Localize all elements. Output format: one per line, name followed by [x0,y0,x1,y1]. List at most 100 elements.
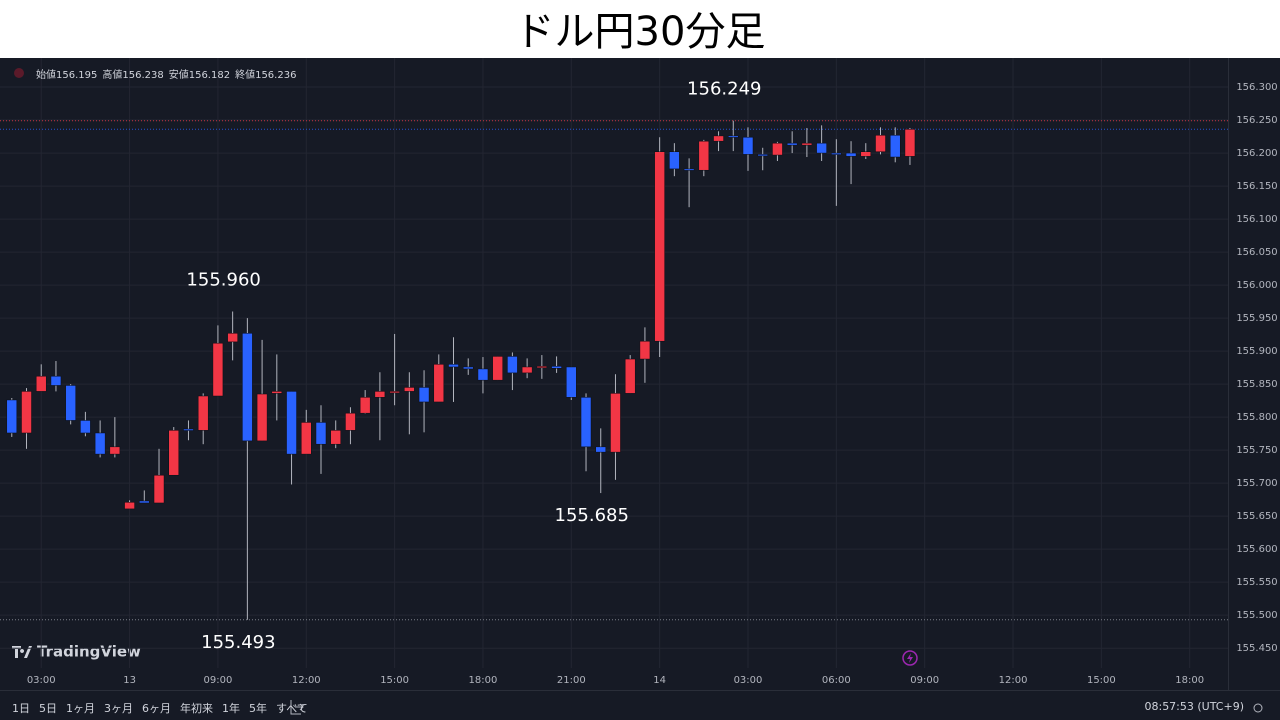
candle-body [772,142,783,156]
candle-body [757,154,768,157]
ohlc-label: 高値 [102,70,123,81]
candle-body [6,399,18,434]
range-button[interactable]: 1ヶ月 [66,702,95,715]
candle-body [242,333,253,442]
candle-body [404,387,415,392]
x-tick-label: 13 [123,675,136,686]
x-tick-label: 09:00 [204,675,233,686]
candle-body [153,474,165,504]
x-tick-label: 03:00 [27,675,56,686]
y-tick-label: 155.650 [1236,511,1277,522]
candle-body [860,151,872,157]
candle-body [831,152,842,155]
ohlc-value: 156.238 [122,70,164,81]
candle-body [492,356,503,381]
candle-body [448,364,459,368]
y-tick-label: 156.300 [1236,82,1277,93]
candle-body [728,135,739,138]
candle-body [742,136,754,155]
x-tick-label: 06:00 [822,675,851,686]
x-tick-label: 21:00 [557,675,586,686]
goto-icon[interactable] [290,700,304,715]
candle-body [271,391,283,394]
candle-body [551,366,562,369]
candle-body [345,412,356,431]
range-button[interactable]: 6ヶ月 [142,702,171,715]
range-button[interactable]: すべて [276,702,308,715]
candle-body [168,430,179,476]
ohlc-value: 156.182 [188,70,231,81]
x-tick-label: 03:00 [734,675,763,686]
clock: 08:57:53 (UTC+9) [1144,700,1244,713]
x-tick-label: 15:00 [1087,675,1116,686]
candle-body [330,430,341,445]
candle-body [286,391,297,455]
candle-body [536,366,548,369]
ohlc-label: 終値 [235,70,256,81]
watermark: TradingView [37,643,141,661]
candle-body [65,385,76,421]
range-button[interactable]: 1日 [12,702,30,715]
candle-body [433,364,445,403]
range-button[interactable]: 3ヶ月 [104,702,133,715]
candle-body [197,395,209,431]
x-tick-label: 14 [653,675,666,686]
candle-body [139,500,150,504]
y-tick-label: 155.900 [1236,346,1277,357]
y-tick-label: 155.950 [1236,313,1277,324]
x-tick-label: 15:00 [380,675,409,686]
event-icon [902,650,918,666]
candle-body [566,366,577,398]
settings-icon[interactable] [1253,703,1263,713]
ohlc-label: 安値 [168,70,189,81]
y-tick-label: 155.600 [1236,544,1277,555]
y-tick-label: 156.150 [1236,181,1277,192]
event-icon-bolt [907,653,913,663]
candle-body [477,368,489,381]
candle-body [875,134,886,152]
candle-body [624,358,636,394]
candle-body [301,422,312,455]
annotation: 155.493 [201,632,275,653]
y-tick-label: 156.250 [1236,115,1277,126]
candle-body [94,432,106,455]
toolbar: 08:57:53 (UTC+9) 1日 5日 1ヶ月 3ヶ月 6ヶ月 年初来 1年 5年 すべて [0,691,1280,720]
x-tick-label: 18:00 [469,675,498,686]
y-tick-label: 155.800 [1236,412,1277,423]
x-tick-label: 09:00 [910,675,939,686]
y-tick-label: 155.500 [1236,610,1277,621]
symbol-icon [14,68,24,78]
y-tick-label: 155.850 [1236,379,1277,390]
candle-body [683,168,695,171]
ohlc-label: 始値 [36,70,56,81]
page-title: ドル円30分足 [0,0,1280,58]
candle-body [227,333,238,343]
range-button[interactable]: 5日 [39,702,57,715]
candle-body [21,391,32,434]
candle-body [904,129,916,157]
annotation: 155.960 [186,270,260,291]
y-tick-label: 156.100 [1236,214,1277,225]
candle-body [521,366,533,374]
candle-body [374,391,386,398]
range-button[interactable]: 年初来 [180,702,213,715]
candle-body [212,342,224,397]
candle-body [595,446,606,453]
x-tick-label: 12:00 [999,675,1028,686]
candle-body [462,366,474,370]
candle-body [124,502,135,510]
candle-body [80,420,91,434]
candle-body [183,428,194,431]
candle-body [389,391,400,394]
y-tick-label: 156.050 [1236,247,1277,258]
chart-background [0,58,1280,720]
candle-body [580,397,592,448]
candle-body [359,397,371,414]
range-button[interactable]: 1年 [222,702,240,715]
candle-body [639,340,651,360]
candle-body [50,375,62,386]
candle-body [654,151,665,342]
y-tick-label: 156.200 [1236,148,1277,159]
candle-body [889,134,901,158]
range-button[interactable]: 5年 [249,702,267,715]
